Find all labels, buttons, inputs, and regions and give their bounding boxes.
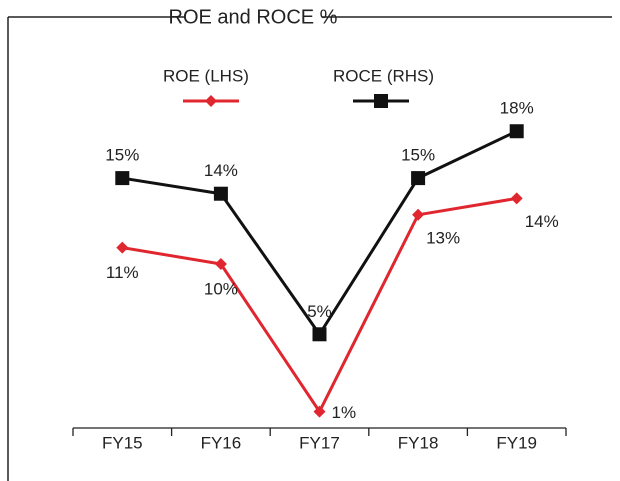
x-tick-label: FY19 [496, 433, 537, 452]
data-label: 13% [426, 228, 460, 247]
legend-marker [205, 95, 217, 107]
data-label: 15% [401, 146, 435, 165]
data-point [509, 124, 524, 139]
x-tick-label: FY15 [102, 433, 143, 452]
data-label: 1% [332, 403, 357, 422]
data-label: 10% [204, 279, 238, 298]
x-tick-label: FY18 [398, 433, 439, 452]
data-point [412, 208, 425, 221]
data-label: 14% [525, 212, 559, 231]
legend-marker [374, 94, 388, 108]
data-point [116, 241, 129, 254]
x-tick-label: FY17 [299, 433, 340, 452]
data-label: 14% [204, 161, 238, 180]
data-label: 15% [105, 146, 139, 165]
data-point [313, 405, 326, 418]
x-tick-label: FY16 [201, 433, 242, 452]
data-point [510, 192, 523, 205]
data-label: 11% [106, 263, 139, 282]
legend-label: ROE (LHS) [163, 66, 249, 85]
chart-title: ROE and ROCE % [169, 6, 338, 28]
data-point [213, 186, 228, 201]
data-point [312, 327, 327, 342]
data-point [214, 258, 227, 270]
data-point [115, 171, 130, 186]
data-label: 5% [307, 302, 332, 321]
legend-label: ROCE (RHS) [333, 66, 434, 85]
data-point [411, 171, 426, 186]
data-label: 18% [500, 99, 534, 118]
